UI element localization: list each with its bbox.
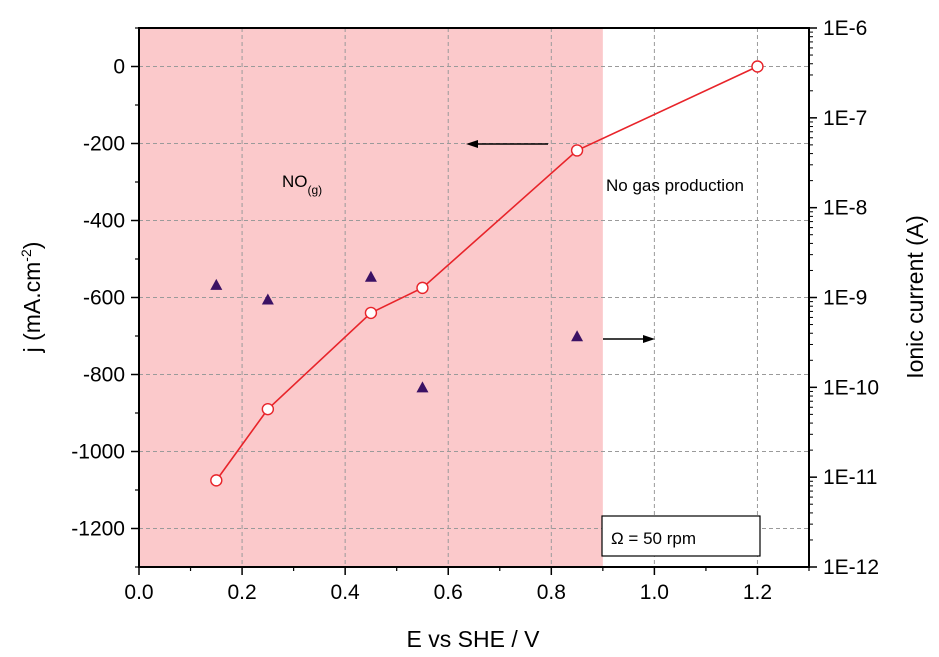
current-density-point: [570, 144, 584, 157]
y-axis-title-close: ): [19, 242, 45, 250]
axes: 0.0 0.2 0.4 0.6 0.8 1.0 1.2 0 -200 -400 -600 -800 -1…: [71, 17, 879, 604]
x-tick-label: 0.0: [124, 581, 153, 604]
no-gas-label: No gas production: [606, 176, 744, 195]
x-axis-title: E vs SHE / V: [407, 626, 541, 652]
left-arrow: [466, 140, 548, 148]
ionic-current-point: [416, 381, 429, 393]
y2-tick-label: 1E-6: [823, 17, 867, 40]
y2-axis-title: Ionic current (A): [902, 215, 928, 379]
ionic-current-point: [571, 330, 584, 342]
right-arrow: [603, 335, 655, 343]
x-tick-label: 0.4: [331, 581, 361, 604]
region-label-main: NO: [282, 172, 308, 191]
y2-tick-label: 1E-8: [823, 197, 867, 220]
ionic-current-point: [364, 270, 377, 282]
ionic-current-point: [261, 293, 274, 305]
y-tick-label: -400: [83, 210, 125, 233]
y-tick-label: -1000: [71, 441, 125, 464]
current-density-point: [210, 474, 223, 487]
y2-tick-label: 1E-11: [823, 466, 877, 489]
ionic-current-point: [210, 278, 223, 290]
x-tick-label: 1.2: [743, 581, 772, 604]
current-density-series: [210, 60, 764, 487]
y2-tick-label: 1E-7: [823, 107, 867, 130]
y-tick-label: 0: [113, 56, 125, 79]
omega-label: Ω = 50 rpm: [611, 529, 696, 548]
x-tick-label: 1.0: [640, 581, 669, 604]
y-axis-title-sup: -2: [18, 249, 34, 262]
current-density-point: [364, 306, 378, 320]
x-tick-label: 0.6: [434, 581, 463, 604]
current-density-point: [416, 281, 429, 295]
y2-tick-label: 1E-12: [823, 556, 879, 579]
current-density-line: [215, 65, 758, 481]
y-axis-title: j (mA.cm-2): [18, 242, 45, 354]
region-label: NO(g): [282, 172, 322, 197]
x-tick-label: 0.8: [537, 581, 566, 604]
region-label-sub: (g): [308, 183, 323, 197]
y2-tick-label: 1E-9: [823, 287, 867, 310]
y-tick-label: -1200: [71, 518, 125, 541]
current-density-point: [751, 60, 764, 73]
current-density-point: [261, 402, 275, 416]
y-tick-label: -600: [83, 287, 125, 310]
x-tick-label: 0.2: [227, 581, 256, 604]
y-tick-label: -200: [83, 133, 125, 156]
omega-box: [601, 515, 761, 557]
y-tick-label: -800: [83, 364, 125, 387]
y2-tick-label: 1E-10: [823, 376, 879, 399]
ionic-current-series: [210, 270, 584, 393]
y-axis-title-main: j (mA.cm: [19, 262, 45, 354]
